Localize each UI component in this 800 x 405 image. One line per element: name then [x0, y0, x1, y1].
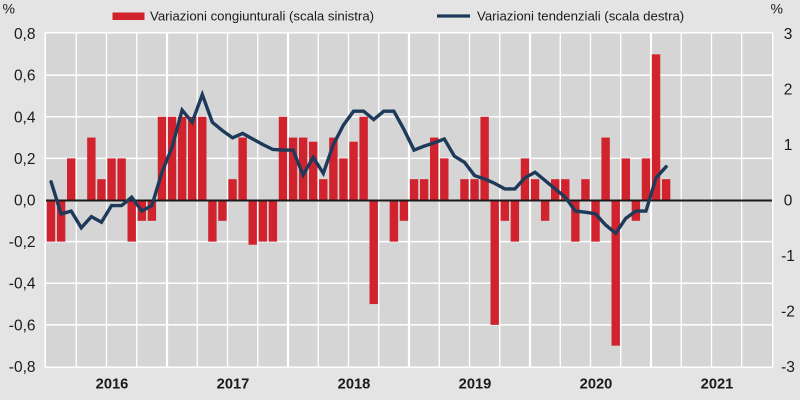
svg-text:-0,2: -0,2 — [9, 234, 36, 251]
svg-text:0,8: 0,8 — [14, 26, 36, 43]
svg-text:3: 3 — [784, 26, 793, 43]
svg-text:-3: -3 — [781, 359, 795, 376]
svg-text:0,2: 0,2 — [14, 151, 36, 168]
svg-text:2: 2 — [784, 82, 793, 99]
svg-text:%: % — [771, 1, 783, 17]
svg-text:2016: 2016 — [96, 377, 129, 393]
svg-text:%: % — [3, 1, 15, 17]
svg-text:0,0: 0,0 — [14, 193, 36, 210]
svg-text:2019: 2019 — [459, 377, 492, 393]
svg-text:2018: 2018 — [338, 377, 371, 393]
svg-text:-2: -2 — [781, 304, 795, 321]
svg-text:Variazioni tendenziali (scala: Variazioni tendenziali (scala destra) — [477, 9, 684, 24]
svg-text:-0,8: -0,8 — [9, 359, 36, 376]
svg-text:2020: 2020 — [580, 377, 613, 393]
svg-text:2021: 2021 — [701, 377, 734, 393]
svg-text:1: 1 — [784, 137, 793, 154]
svg-text:2017: 2017 — [217, 377, 250, 393]
svg-text:0,6: 0,6 — [14, 68, 36, 85]
svg-text:-0,6: -0,6 — [9, 317, 36, 334]
svg-text:Variazioni congiunturali (scal: Variazioni congiunturali (scala sinistra… — [150, 9, 374, 24]
svg-text:0: 0 — [784, 193, 793, 210]
svg-text:-0,4: -0,4 — [9, 276, 36, 293]
svg-text:0,4: 0,4 — [14, 109, 36, 126]
svg-text:-1: -1 — [781, 248, 795, 265]
